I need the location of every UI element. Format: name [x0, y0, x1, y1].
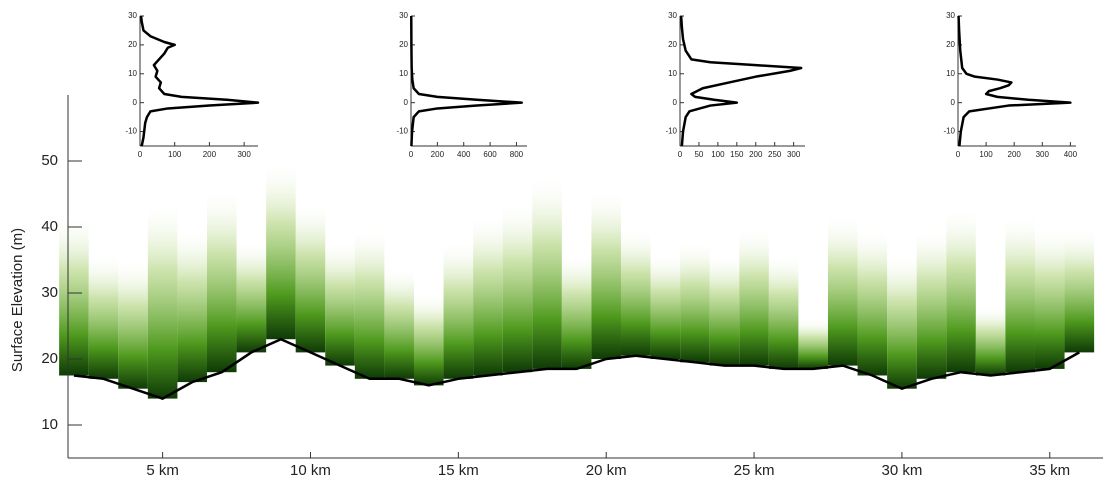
canopy-return	[916, 227, 947, 379]
x-tick-label: 50	[694, 150, 703, 159]
y-tick-label: 20	[128, 40, 137, 49]
x-tick-label: 300	[787, 150, 801, 159]
x-tick-label: 100	[168, 150, 182, 159]
y-tick-label: 30	[41, 284, 58, 301]
waveform	[410, 15, 523, 147]
canopy-return	[1034, 227, 1065, 369]
y-tick-label: 10	[668, 69, 677, 78]
canopy-return	[709, 253, 740, 366]
x-tick-label: 600	[483, 150, 497, 159]
y-tick-label: -10	[396, 127, 408, 136]
x-tick-label: 200	[203, 150, 217, 159]
waveform	[957, 15, 1072, 147]
canopy-return	[443, 240, 474, 379]
y-tick-label: 30	[668, 11, 677, 20]
canopy-return	[206, 187, 237, 373]
x-tick-label: 20 km	[586, 462, 627, 479]
canopy-return	[118, 260, 148, 389]
x-tick-label: 0	[409, 150, 414, 159]
canopy-return	[561, 253, 592, 369]
canopy-return	[147, 200, 178, 399]
y-axis-label: Surface Elevation (m)	[9, 228, 26, 372]
canopy-return	[739, 227, 769, 366]
canopy-return	[680, 240, 710, 363]
y-tick-label: -10	[665, 127, 677, 136]
canopy-return	[532, 174, 562, 369]
y-tick-label: 10	[128, 69, 137, 78]
x-tick-label: 0	[138, 150, 143, 159]
canopy-return	[827, 213, 858, 366]
canopy-return	[473, 213, 503, 376]
canopy-return	[177, 227, 207, 383]
waveform	[679, 15, 803, 147]
x-tick-label: 100	[979, 150, 993, 159]
canopy-return	[798, 319, 828, 369]
canopy-return	[946, 207, 976, 373]
x-tick-label: 400	[1064, 150, 1078, 159]
x-tick-label: 100	[711, 150, 725, 159]
y-tick-label: 10	[41, 416, 58, 433]
canopy-return	[236, 240, 267, 353]
y-tick-label: 0	[673, 98, 678, 107]
y-tick-label: 40	[41, 218, 58, 235]
x-tick-label: 0	[678, 150, 683, 159]
x-tick-label: 30 km	[881, 462, 922, 479]
y-tick-label: 30	[399, 11, 408, 20]
ground-line	[73, 337, 1080, 400]
y-tick-label: 10	[399, 69, 408, 78]
y-tick-label: 20	[41, 350, 58, 367]
canopy-return	[975, 306, 1006, 376]
canopy-return	[887, 253, 917, 389]
canopy-return	[266, 161, 296, 340]
canopy-return	[620, 227, 651, 356]
canopy-return	[295, 200, 326, 353]
x-tick-label: 25 km	[734, 462, 775, 479]
x-tick-label: 200	[431, 150, 445, 159]
y-tick-label: 20	[399, 40, 408, 49]
y-tick-label: 10	[946, 69, 955, 78]
x-tick-label: 150	[730, 150, 744, 159]
y-tick-label: 0	[133, 98, 138, 107]
x-tick-label: 300	[1036, 150, 1050, 159]
canopy-return	[325, 240, 355, 366]
waveform	[139, 15, 260, 147]
canopy-return	[768, 253, 799, 369]
y-tick-label: 20	[946, 40, 955, 49]
canopy-return	[650, 253, 681, 359]
y-tick-label: 30	[128, 11, 137, 20]
y-tick-label: 0	[404, 98, 409, 107]
x-tick-label: 200	[1008, 150, 1022, 159]
x-tick-label: 400	[457, 150, 471, 159]
x-tick-label: 200	[749, 150, 763, 159]
x-tick-label: 800	[510, 150, 524, 159]
y-tick-label: 50	[41, 152, 58, 169]
canopy-return	[88, 253, 119, 379]
canopy-return	[502, 200, 533, 373]
x-tick-label: 5 km	[146, 462, 179, 479]
x-tick-label: 15 km	[438, 462, 479, 479]
x-tick-label: 300	[237, 150, 251, 159]
y-tick-label: -10	[943, 127, 955, 136]
x-tick-label: 10 km	[290, 462, 331, 479]
canopy-return	[591, 187, 621, 359]
y-tick-label: 30	[946, 11, 955, 20]
y-tick-label: 20	[668, 40, 677, 49]
x-tick-label: 35 km	[1029, 462, 1070, 479]
canopy-return	[59, 213, 89, 376]
x-tick-label: 0	[956, 150, 961, 159]
canopy-return	[384, 266, 414, 379]
y-tick-label: -10	[125, 127, 137, 136]
canopy-return	[857, 227, 888, 376]
canopy-return	[413, 293, 444, 386]
x-tick-label: 250	[768, 150, 782, 159]
canopy-return	[354, 227, 385, 379]
canopy-return	[1064, 227, 1095, 353]
canopy-return	[1005, 213, 1035, 373]
y-tick-label: 0	[951, 98, 956, 107]
